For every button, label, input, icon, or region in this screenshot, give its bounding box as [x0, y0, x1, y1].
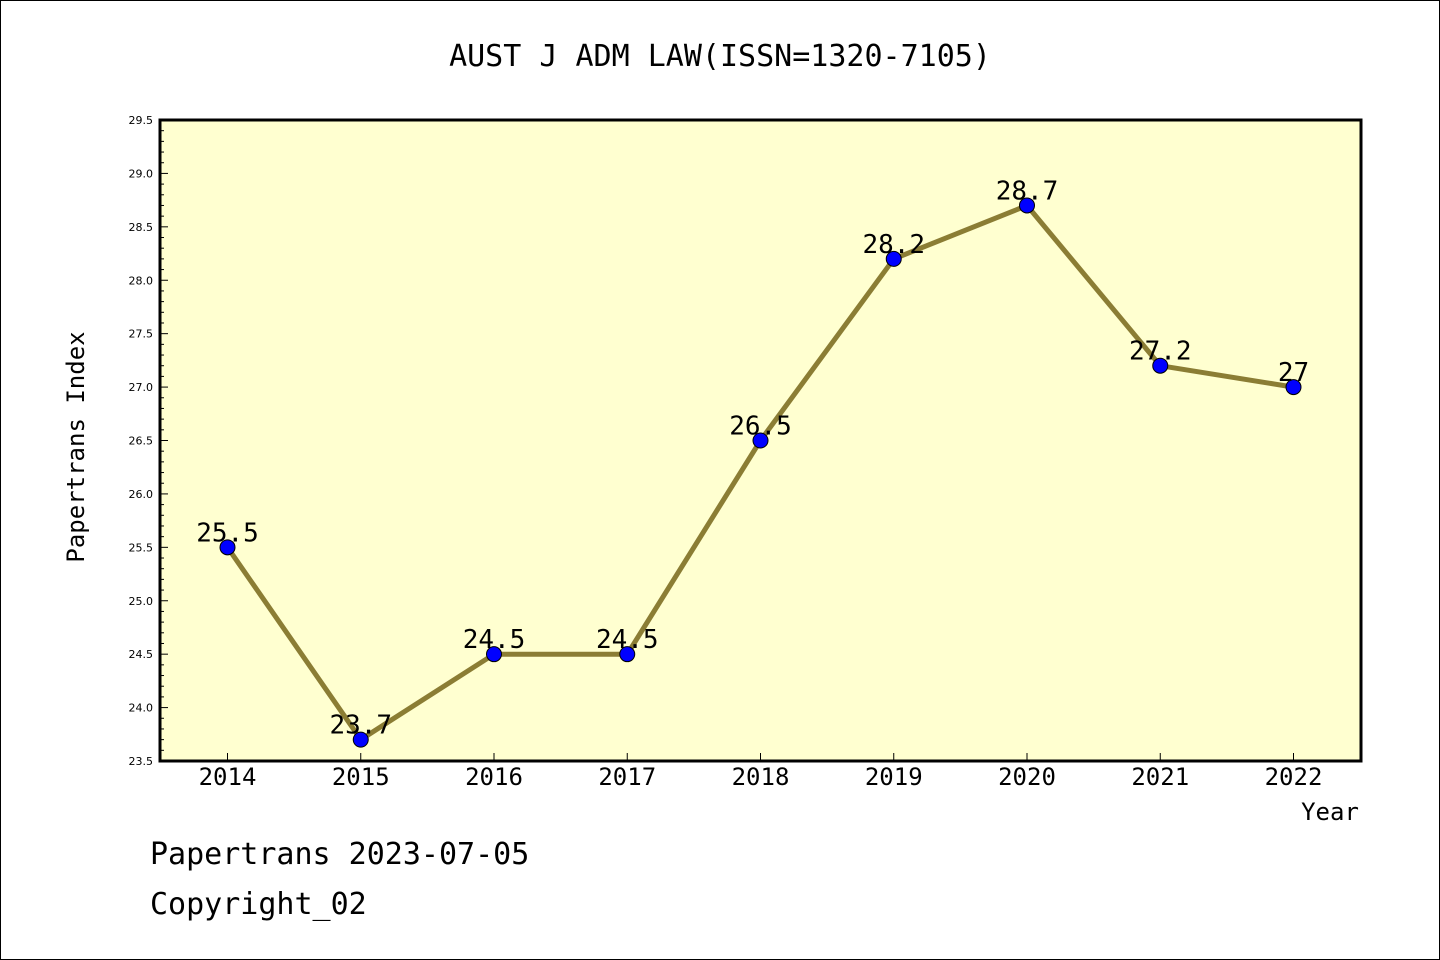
y-tick-label: 29.0 [129, 167, 154, 180]
data-point [885, 250, 902, 267]
data-label: 24.5 [463, 625, 526, 655]
y-axis-label: Papertrans Index [62, 331, 90, 562]
x-tick-label: 2014 [199, 763, 257, 791]
data-labels: 25.5 23.7 24.5 24.5 26.5 28.2 28.7 27.2 27 [196, 176, 1309, 740]
x-tick-label: 2021 [1131, 763, 1189, 791]
y-tick-label: 26.0 [129, 488, 154, 501]
data-point [486, 646, 502, 663]
data-label: 23.7 [329, 711, 392, 741]
footer-date: Papertrans 2023-07-05 [150, 837, 529, 872]
data-label: 28.7 [996, 176, 1059, 206]
y-tick-label: 26.5 [129, 435, 154, 448]
chart-title: AUST J ADM LAW(ISSN=1320-7105) [449, 39, 991, 74]
data-label: 28.2 [862, 230, 925, 260]
data-point [352, 731, 369, 748]
x-axis-label: Year [1301, 798, 1359, 826]
data-point [619, 646, 636, 663]
x-tick-label: 2017 [598, 763, 656, 791]
data-label: 27.2 [1129, 337, 1192, 367]
x-tick-label: 2019 [865, 763, 923, 791]
data-point [1285, 379, 1302, 396]
data-label: 27 [1278, 358, 1309, 388]
data-point [1019, 197, 1035, 214]
x-tick-label: 2018 [732, 763, 790, 791]
y-tick-label: 25.5 [129, 541, 154, 554]
data-point [752, 432, 769, 449]
y-axis: 23.5 24.0 24.5 25.0 25.5 26.0 26.5 27.0 27.5 28.0… [129, 114, 168, 768]
series-line-group [219, 197, 1302, 748]
y-tick-label: 25.0 [129, 595, 154, 608]
data-label: 24.5 [596, 625, 659, 655]
y-tick-label: 24.0 [129, 702, 154, 715]
y-tick-label: 28.5 [129, 221, 154, 234]
x-axis: 2014 2015 2016 2017 2018 2019 2020 2021 2022 [199, 753, 1323, 791]
data-point [219, 539, 236, 556]
data-point [1152, 357, 1169, 374]
data-label: 25.5 [196, 518, 259, 548]
x-tick-label: 2022 [1265, 763, 1323, 791]
x-tick-label: 2016 [465, 763, 523, 791]
y-tick-label: 28.0 [129, 274, 154, 287]
y-tick-label: 29.5 [129, 114, 154, 127]
y-tick-label: 27.5 [129, 328, 154, 341]
y-tick-label: 23.5 [129, 755, 154, 768]
x-tick-label: 2020 [998, 763, 1056, 791]
y-tick-label: 24.5 [129, 648, 154, 661]
data-label: 26.5 [729, 412, 792, 442]
y-tick-label: 27.0 [129, 381, 154, 394]
x-tick-label: 2015 [332, 763, 390, 791]
footer-copyright: Copyright_02 [150, 887, 367, 922]
